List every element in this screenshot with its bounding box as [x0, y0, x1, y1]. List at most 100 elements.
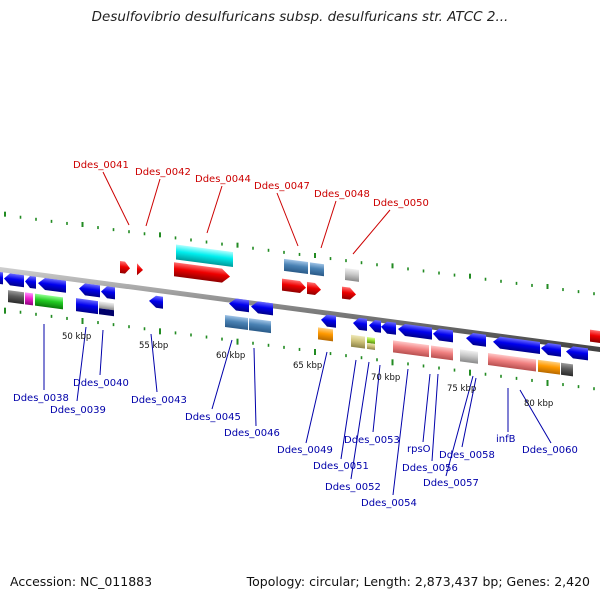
leader-line	[145, 178, 161, 227]
gene-label-ddes-0048: Ddes_0048	[314, 189, 370, 200]
gene-ddes-0041	[120, 260, 130, 274]
leader-line	[431, 373, 439, 462]
gene-far-right	[590, 329, 600, 343]
gene-ddes-0040-b	[101, 286, 115, 300]
map-title: Desulfovibrio desulfuricans subsp. desul…	[91, 9, 509, 25]
lower-gene-labels: Ddes_0038 Ddes_0039 Ddes_0040 Ddes_0043 …	[13, 378, 578, 509]
leader-line	[350, 361, 370, 480]
gene-infb	[488, 353, 536, 372]
gene-label-ddes-0052: Ddes_0052	[325, 482, 381, 493]
gene-label-ddes-0044: Ddes_0044	[195, 174, 251, 185]
gene-label-ddes-0038: Ddes_0038	[13, 393, 69, 404]
scale-label: 80 kbp	[524, 399, 553, 409]
gene-ddes-0058-grey	[460, 349, 478, 364]
scale-label: 50 kbp	[62, 332, 91, 342]
gene-rpso-blue	[433, 328, 453, 343]
gene-ddes-0052-lime	[367, 336, 375, 344]
gene-label-ddes-0041: Ddes_0041	[73, 160, 129, 171]
gene-ddes-0046	[249, 318, 271, 334]
upper-strand-genes	[120, 244, 600, 343]
gene-red-0047b	[282, 278, 306, 293]
leader-line	[340, 359, 357, 460]
gene-ddes-0051-b	[369, 319, 381, 333]
leader-line	[422, 373, 431, 443]
leader-line	[276, 192, 299, 247]
gene-label-ddes-0039: Ddes_0039	[50, 405, 106, 416]
gene-ddes-0048	[310, 262, 324, 277]
upper-gene-labels: Ddes_0041 Ddes_0042 Ddes_0044 Ddes_0047 …	[73, 160, 429, 209]
lower-strand-genes	[0, 272, 588, 377]
gene-red-0048b	[307, 281, 321, 295]
gene-ddes-0049-blue	[321, 314, 336, 328]
gene-ddes-0047	[284, 258, 308, 275]
gene-ddes-0040-grey	[99, 301, 114, 311]
label-leader-lines	[43, 171, 552, 496]
gene-ddes-0060-blue-a	[541, 343, 561, 357]
accession-number: Accession: NC_011883	[10, 574, 153, 589]
gene-ddes-0051	[351, 334, 365, 349]
gene-label-ddes-0056: Ddes_0056	[402, 463, 458, 474]
leader-line	[206, 185, 223, 234]
leader-line	[352, 209, 391, 255]
gene-ddes-0054-blue	[398, 323, 432, 340]
scale-label: 60 kbp	[216, 351, 245, 361]
gene-label-infb: infB	[496, 434, 516, 445]
gene-label-ddes-0046: Ddes_0046	[224, 428, 280, 439]
gene-label-ddes-0050: Ddes_0050	[373, 198, 429, 209]
leader-line	[392, 368, 409, 496]
gene-ddes-0040-a	[79, 283, 100, 298]
scale-ticks	[4, 211, 595, 391]
gene-ddes-0039	[76, 298, 98, 315]
gene-rpso	[431, 345, 453, 361]
gene-label-rpso: rpsO	[407, 444, 431, 455]
gene-ddes-0057-blue	[466, 333, 486, 347]
gene-left-b	[4, 273, 24, 288]
scale-label: 65 kbp	[293, 361, 322, 371]
gene-ddes-0038-dark	[8, 290, 24, 305]
gene-label-ddes-0043: Ddes_0043	[131, 395, 187, 406]
gene-ddes-0045-a	[229, 298, 249, 313]
gene-ddes-0044	[174, 262, 230, 283]
gene-ddes-0049	[318, 327, 333, 342]
gene-left-c	[25, 275, 36, 289]
leader-line	[445, 375, 474, 477]
gene-label-ddes-0042: Ddes_0042	[135, 167, 191, 178]
gene-ddes-0053-blue	[381, 321, 396, 335]
gene-ddes-0038-magenta	[25, 292, 33, 306]
leader-line	[253, 347, 257, 427]
leader-line	[99, 329, 104, 376]
gene-label-ddes-0058: Ddes_0058	[439, 450, 495, 461]
gene-left-a	[0, 272, 3, 285]
gene-label-ddes-0060: Ddes_0060	[522, 445, 578, 456]
leader-line	[519, 389, 552, 444]
gene-left-d	[38, 277, 66, 293]
gene-ddes-0054	[393, 340, 429, 358]
gene-ddes-0052	[367, 342, 375, 350]
gene-ddes-0060-orange	[538, 359, 560, 375]
gene-ddes-0060-blue-b	[566, 346, 588, 361]
gene-label-ddes-0040: Ddes_0040	[73, 378, 129, 389]
leader-line	[76, 326, 87, 402]
scale-label: 70 kbp	[371, 373, 400, 383]
gene-label-ddes-0053: Ddes_0053	[344, 435, 400, 446]
gene-ddes-0051-a	[353, 317, 367, 331]
leader-line	[211, 339, 233, 410]
gene-ddes-0050	[342, 286, 356, 300]
gene-ddes-0043	[149, 295, 163, 309]
leader-line	[150, 333, 158, 393]
gene-ddes-0045	[225, 314, 248, 331]
gene-label-ddes-0051: Ddes_0051	[313, 461, 369, 472]
gene-ddes-0039-green	[35, 293, 63, 310]
gene-label-ddes-0045: Ddes_0045	[185, 412, 241, 423]
gene-ddes-0044-cyan	[176, 244, 233, 268]
gene-infb-blue	[493, 336, 540, 354]
scale-label: 75 kbp	[447, 384, 476, 394]
leader-line	[320, 200, 337, 249]
gene-label-ddes-0047: Ddes_0047	[254, 181, 310, 192]
leader-line	[372, 364, 381, 433]
gene-label-ddes-0049: Ddes_0049	[277, 445, 333, 456]
topology-summary: Topology: circular; Length: 2,873,437 bp…	[246, 574, 590, 589]
leader-line	[305, 351, 328, 444]
leader-line	[461, 377, 477, 448]
scale-labels: 50 kbp 55 kbp 60 kbp 65 kbp 70 kbp 75 kb…	[62, 332, 553, 409]
